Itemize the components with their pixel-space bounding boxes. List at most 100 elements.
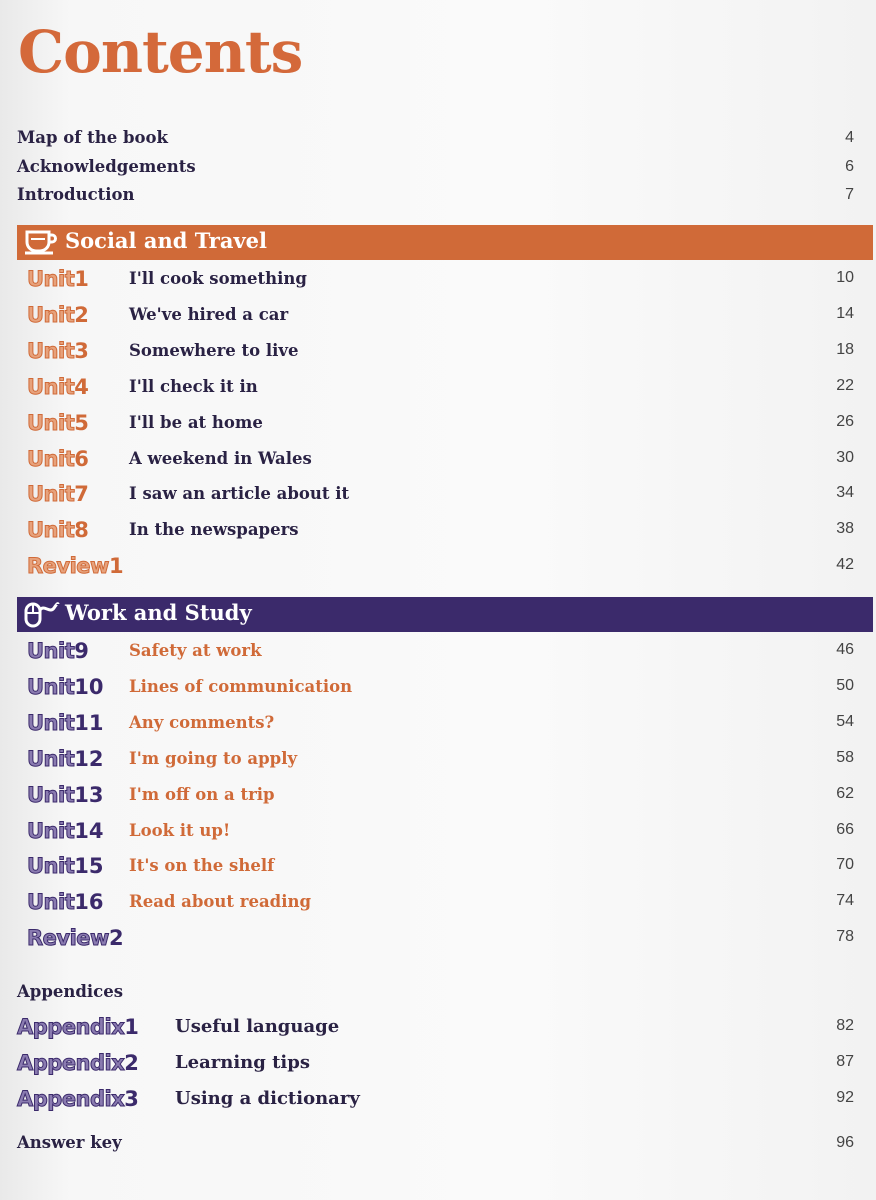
unit-title: I'll cook something: [129, 269, 307, 288]
unit-word: Unit: [26, 890, 75, 915]
unit-word: Unit: [26, 854, 75, 879]
section-header: Social and Travel: [17, 225, 873, 260]
unit-label: Unit7: [26, 482, 88, 507]
page-number: 66: [836, 820, 854, 838]
unit-entry[interactable]: Unit15 It's on the shelf 70: [0, 852, 876, 882]
page-number: 34: [836, 484, 854, 502]
unit-entry[interactable]: Unit10 Lines of communication 50: [0, 673, 876, 703]
unit-word: Unit: [26, 639, 75, 664]
unit-title: Look it up!: [129, 820, 231, 840]
unit-title: I'm off on a trip: [129, 784, 275, 804]
appendices-heading: Appendices: [0, 979, 876, 1009]
toc-entry[interactable]: Introduction 7: [0, 182, 876, 212]
unit-title: I'll be at home: [129, 412, 263, 432]
entry-label: Introduction: [17, 185, 135, 204]
unit-title: I'm going to apply: [129, 748, 298, 768]
appendix-title: Using a dictionary: [175, 1088, 360, 1109]
answer-key-entry[interactable]: Answer key 96: [0, 1130, 876, 1160]
unit-label: Unit15: [26, 854, 104, 879]
unit-label: Appendix3: [16, 1087, 139, 1112]
unit-label: Unit14: [26, 818, 103, 843]
unit-label: Unit13: [26, 782, 104, 807]
page-number: 82: [836, 1017, 854, 1034]
page-number: 58: [836, 748, 854, 766]
page-title: Contents: [18, 18, 303, 86]
unit-entry[interactable]: Unit5 I'll be at home 26: [0, 409, 876, 439]
unit-number: 1: [124, 1015, 139, 1039]
unit-number: 1: [108, 554, 124, 579]
unit-number: 13: [74, 782, 104, 807]
page-number: 78: [836, 928, 854, 946]
section-title: Social and Travel: [65, 228, 268, 253]
review-entry[interactable]: Review1 42: [0, 552, 876, 582]
unit-number: 9: [74, 639, 89, 663]
unit-title: A weekend in Wales: [129, 448, 312, 468]
unit-number: 3: [124, 1087, 139, 1111]
unit-label: Unit3: [26, 338, 89, 363]
unit-label: Unit5: [26, 410, 89, 435]
unit-word: Unit: [26, 746, 75, 771]
unit-entry[interactable]: Unit2 We've hired a car 14: [0, 301, 876, 331]
unit-label: Appendix2: [16, 1051, 139, 1076]
appendix-entry[interactable]: Appendix2 Learning tips 87: [0, 1049, 876, 1079]
unit-title: Safety at work: [129, 641, 262, 660]
unit-title: Read about reading: [129, 892, 311, 912]
appendix-title: Learning tips: [175, 1052, 310, 1073]
unit-label: Unit6: [26, 446, 88, 471]
unit-entry[interactable]: Unit3 Somewhere to live 18: [0, 337, 876, 367]
unit-number: 1: [74, 267, 89, 291]
unit-entry[interactable]: Unit14 Look it up! 66: [0, 817, 876, 847]
unit-number: 4: [74, 374, 89, 399]
entry-label: Acknowledgements: [17, 157, 196, 176]
unit-label: Unit16: [26, 890, 103, 915]
unit-entry[interactable]: Unit9 Safety at work 46: [0, 637, 876, 667]
unit-word: Unit: [26, 267, 75, 292]
unit-number: 3: [74, 338, 89, 363]
unit-number: 5: [74, 410, 89, 435]
unit-word: Unit: [26, 410, 75, 435]
unit-title: Any comments?: [129, 712, 275, 732]
unit-entry[interactable]: Unit7 I saw an article about it 34: [0, 480, 876, 510]
page-number: 14: [836, 304, 854, 322]
page-number: 18: [836, 340, 854, 358]
page-number: 96: [836, 1134, 854, 1151]
unit-number: 2: [74, 302, 89, 327]
unit-word: Review: [27, 554, 110, 579]
unit-number: 15: [74, 854, 104, 879]
unit-entry[interactable]: Unit6 A weekend in Wales 30: [0, 445, 876, 475]
unit-number: 2: [124, 1051, 139, 1075]
appendix-entry[interactable]: Appendix3 Using a dictionary 92: [0, 1085, 876, 1115]
page-number: 38: [836, 520, 854, 538]
unit-label: Unit11: [26, 710, 103, 735]
unit-entry[interactable]: Unit4 I'll check it in 22: [0, 373, 876, 403]
page-number: 6: [845, 158, 854, 175]
unit-label: Review1: [27, 554, 124, 579]
page-number: 50: [836, 676, 854, 694]
review-entry[interactable]: Review2 78: [0, 924, 876, 954]
unit-entry[interactable]: Unit13 I'm off on a trip 62: [0, 781, 876, 811]
unit-label: Review2: [27, 926, 124, 951]
toc-entry[interactable]: Map of the book 4: [0, 125, 876, 155]
unit-entry[interactable]: Unit16 Read about reading 74: [0, 888, 876, 918]
unit-entry[interactable]: Unit12 I'm going to apply 58: [0, 745, 876, 775]
section-title: Work and Study: [65, 600, 252, 625]
unit-word: Review: [27, 926, 110, 951]
unit-word: Unit: [26, 446, 75, 471]
unit-entry[interactable]: Unit1 I'll cook something 10: [0, 265, 876, 295]
unit-word: Unit: [26, 674, 75, 699]
unit-label: Unit8: [26, 518, 88, 543]
unit-word: Unit: [26, 302, 75, 327]
page-number: 70: [836, 856, 854, 874]
unit-entry[interactable]: Unit11 Any comments? 54: [0, 709, 876, 739]
appendix-entry[interactable]: Appendix1 Useful language 82: [0, 1013, 876, 1043]
toc-entry[interactable]: Acknowledgements 6: [0, 154, 876, 184]
unit-label: Unit1: [26, 267, 89, 292]
unit-entry[interactable]: Unit8 In the newspapers 38: [0, 516, 876, 546]
page-number: 42: [836, 556, 854, 574]
unit-number: 12: [74, 746, 104, 771]
unit-title: I saw an article about it: [129, 484, 350, 504]
unit-label: Unit4: [26, 374, 89, 399]
unit-word: Unit: [26, 482, 75, 507]
unit-number: 2: [108, 926, 124, 951]
unit-title: I'll check it in: [129, 376, 258, 396]
